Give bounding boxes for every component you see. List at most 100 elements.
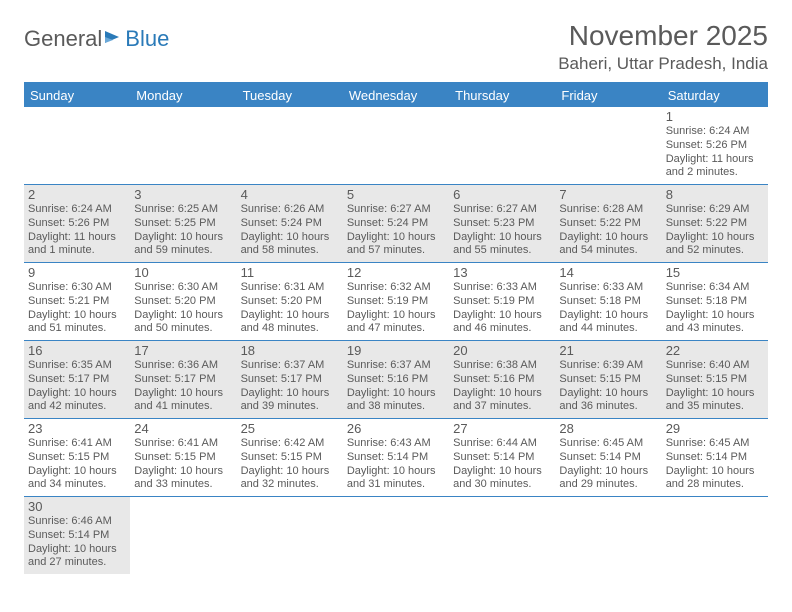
- week-row: 30Sunrise: 6:46 AMSunset: 5:14 PMDayligh…: [24, 497, 768, 575]
- sunrise: Sunrise: 6:37 AM: [241, 359, 339, 373]
- sunset: Sunset: 5:15 PM: [241, 451, 339, 465]
- day-number: 21: [559, 343, 657, 358]
- day-info: Sunrise: 6:29 AMSunset: 5:22 PMDaylight:…: [666, 203, 764, 258]
- day-cell: [449, 107, 555, 185]
- day-cell: 6Sunrise: 6:27 AMSunset: 5:23 PMDaylight…: [449, 185, 555, 263]
- sunset: Sunset: 5:15 PM: [28, 451, 126, 465]
- daylight: Daylight: 10 hours and 51 minutes.: [28, 309, 126, 337]
- day-number: 1: [666, 109, 764, 124]
- week-row: 2Sunrise: 6:24 AMSunset: 5:26 PMDaylight…: [24, 185, 768, 263]
- sunset: Sunset: 5:14 PM: [453, 451, 551, 465]
- daylight: Daylight: 11 hours and 2 minutes.: [666, 153, 764, 181]
- day-info: Sunrise: 6:25 AMSunset: 5:25 PMDaylight:…: [134, 203, 232, 258]
- day-cell: 5Sunrise: 6:27 AMSunset: 5:24 PMDaylight…: [343, 185, 449, 263]
- header-monday: Monday: [130, 83, 236, 107]
- sunrise: Sunrise: 6:33 AM: [453, 281, 551, 295]
- header: General Blue November 2025 Baheri, Uttar…: [24, 20, 768, 74]
- day-number: 14: [559, 265, 657, 280]
- calendar-page: General Blue November 2025 Baheri, Uttar…: [0, 0, 792, 594]
- header-saturday: Saturday: [662, 83, 768, 107]
- daylight: Daylight: 10 hours and 54 minutes.: [559, 231, 657, 259]
- day-cell: 17Sunrise: 6:36 AMSunset: 5:17 PMDayligh…: [130, 341, 236, 419]
- day-number: 26: [347, 421, 445, 436]
- day-cell: [237, 107, 343, 185]
- day-cell: 25Sunrise: 6:42 AMSunset: 5:15 PMDayligh…: [237, 419, 343, 497]
- day-cell: 4Sunrise: 6:26 AMSunset: 5:24 PMDaylight…: [237, 185, 343, 263]
- sunrise: Sunrise: 6:29 AM: [666, 203, 764, 217]
- day-info: Sunrise: 6:30 AMSunset: 5:21 PMDaylight:…: [28, 281, 126, 336]
- sunrise: Sunrise: 6:30 AM: [28, 281, 126, 295]
- sunrise: Sunrise: 6:44 AM: [453, 437, 551, 451]
- day-cell: 11Sunrise: 6:31 AMSunset: 5:20 PMDayligh…: [237, 263, 343, 341]
- sunrise: Sunrise: 6:46 AM: [28, 515, 126, 529]
- day-info: Sunrise: 6:27 AMSunset: 5:24 PMDaylight:…: [347, 203, 445, 258]
- daylight: Daylight: 10 hours and 57 minutes.: [347, 231, 445, 259]
- daylight: Daylight: 10 hours and 52 minutes.: [666, 231, 764, 259]
- sunset: Sunset: 5:14 PM: [28, 529, 126, 543]
- day-number: 10: [134, 265, 232, 280]
- day-info: Sunrise: 6:31 AMSunset: 5:20 PMDaylight:…: [241, 281, 339, 336]
- sunrise: Sunrise: 6:42 AM: [241, 437, 339, 451]
- day-cell: 10Sunrise: 6:30 AMSunset: 5:20 PMDayligh…: [130, 263, 236, 341]
- header-wednesday: Wednesday: [343, 83, 449, 107]
- day-cell: [343, 107, 449, 185]
- daylight: Daylight: 10 hours and 47 minutes.: [347, 309, 445, 337]
- daylight: Daylight: 10 hours and 32 minutes.: [241, 465, 339, 493]
- day-cell: 13Sunrise: 6:33 AMSunset: 5:19 PMDayligh…: [449, 263, 555, 341]
- day-cell: 3Sunrise: 6:25 AMSunset: 5:25 PMDaylight…: [130, 185, 236, 263]
- header-sunday: Sunday: [24, 83, 130, 107]
- sunrise: Sunrise: 6:32 AM: [347, 281, 445, 295]
- sunset: Sunset: 5:14 PM: [559, 451, 657, 465]
- sunrise: Sunrise: 6:25 AM: [134, 203, 232, 217]
- day-cell: 21Sunrise: 6:39 AMSunset: 5:15 PMDayligh…: [555, 341, 661, 419]
- day-cell: 29Sunrise: 6:45 AMSunset: 5:14 PMDayligh…: [662, 419, 768, 497]
- day-cell: [449, 497, 555, 575]
- day-cell: 1Sunrise: 6:24 AMSunset: 5:26 PMDaylight…: [662, 107, 768, 185]
- day-cell: 15Sunrise: 6:34 AMSunset: 5:18 PMDayligh…: [662, 263, 768, 341]
- day-number: 17: [134, 343, 232, 358]
- day-number: 18: [241, 343, 339, 358]
- day-cell: [555, 497, 661, 575]
- day-info: Sunrise: 6:24 AMSunset: 5:26 PMDaylight:…: [666, 125, 764, 180]
- day-info: Sunrise: 6:41 AMSunset: 5:15 PMDaylight:…: [134, 437, 232, 492]
- day-cell: 27Sunrise: 6:44 AMSunset: 5:14 PMDayligh…: [449, 419, 555, 497]
- header-friday: Friday: [555, 83, 661, 107]
- daylight: Daylight: 10 hours and 37 minutes.: [453, 387, 551, 415]
- sunset: Sunset: 5:21 PM: [28, 295, 126, 309]
- sunset: Sunset: 5:20 PM: [241, 295, 339, 309]
- sunrise: Sunrise: 6:33 AM: [559, 281, 657, 295]
- day-info: Sunrise: 6:37 AMSunset: 5:17 PMDaylight:…: [241, 359, 339, 414]
- day-info: Sunrise: 6:46 AMSunset: 5:14 PMDaylight:…: [28, 515, 126, 570]
- day-cell: 28Sunrise: 6:45 AMSunset: 5:14 PMDayligh…: [555, 419, 661, 497]
- daylight: Daylight: 10 hours and 58 minutes.: [241, 231, 339, 259]
- daylight: Daylight: 10 hours and 27 minutes.: [28, 543, 126, 571]
- sunrise: Sunrise: 6:45 AM: [666, 437, 764, 451]
- day-info: Sunrise: 6:45 AMSunset: 5:14 PMDaylight:…: [559, 437, 657, 492]
- day-info: Sunrise: 6:36 AMSunset: 5:17 PMDaylight:…: [134, 359, 232, 414]
- sunset: Sunset: 5:17 PM: [241, 373, 339, 387]
- daylight: Daylight: 10 hours and 43 minutes.: [666, 309, 764, 337]
- day-info: Sunrise: 6:32 AMSunset: 5:19 PMDaylight:…: [347, 281, 445, 336]
- day-number: 16: [28, 343, 126, 358]
- sunset: Sunset: 5:20 PM: [134, 295, 232, 309]
- logo: General Blue: [24, 20, 169, 52]
- sunset: Sunset: 5:19 PM: [453, 295, 551, 309]
- day-info: Sunrise: 6:28 AMSunset: 5:22 PMDaylight:…: [559, 203, 657, 258]
- day-info: Sunrise: 6:44 AMSunset: 5:14 PMDaylight:…: [453, 437, 551, 492]
- day-info: Sunrise: 6:38 AMSunset: 5:16 PMDaylight:…: [453, 359, 551, 414]
- day-number: 8: [666, 187, 764, 202]
- day-info: Sunrise: 6:37 AMSunset: 5:16 PMDaylight:…: [347, 359, 445, 414]
- location: Baheri, Uttar Pradesh, India: [558, 54, 768, 74]
- sunrise: Sunrise: 6:26 AM: [241, 203, 339, 217]
- sunset: Sunset: 5:22 PM: [559, 217, 657, 231]
- sunset: Sunset: 5:17 PM: [28, 373, 126, 387]
- day-info: Sunrise: 6:33 AMSunset: 5:18 PMDaylight:…: [559, 281, 657, 336]
- day-cell: 23Sunrise: 6:41 AMSunset: 5:15 PMDayligh…: [24, 419, 130, 497]
- daylight: Daylight: 10 hours and 41 minutes.: [134, 387, 232, 415]
- day-info: Sunrise: 6:26 AMSunset: 5:24 PMDaylight:…: [241, 203, 339, 258]
- day-cell: [24, 107, 130, 185]
- day-cell: 9Sunrise: 6:30 AMSunset: 5:21 PMDaylight…: [24, 263, 130, 341]
- day-cell: 24Sunrise: 6:41 AMSunset: 5:15 PMDayligh…: [130, 419, 236, 497]
- week-row: 16Sunrise: 6:35 AMSunset: 5:17 PMDayligh…: [24, 341, 768, 419]
- sunset: Sunset: 5:14 PM: [347, 451, 445, 465]
